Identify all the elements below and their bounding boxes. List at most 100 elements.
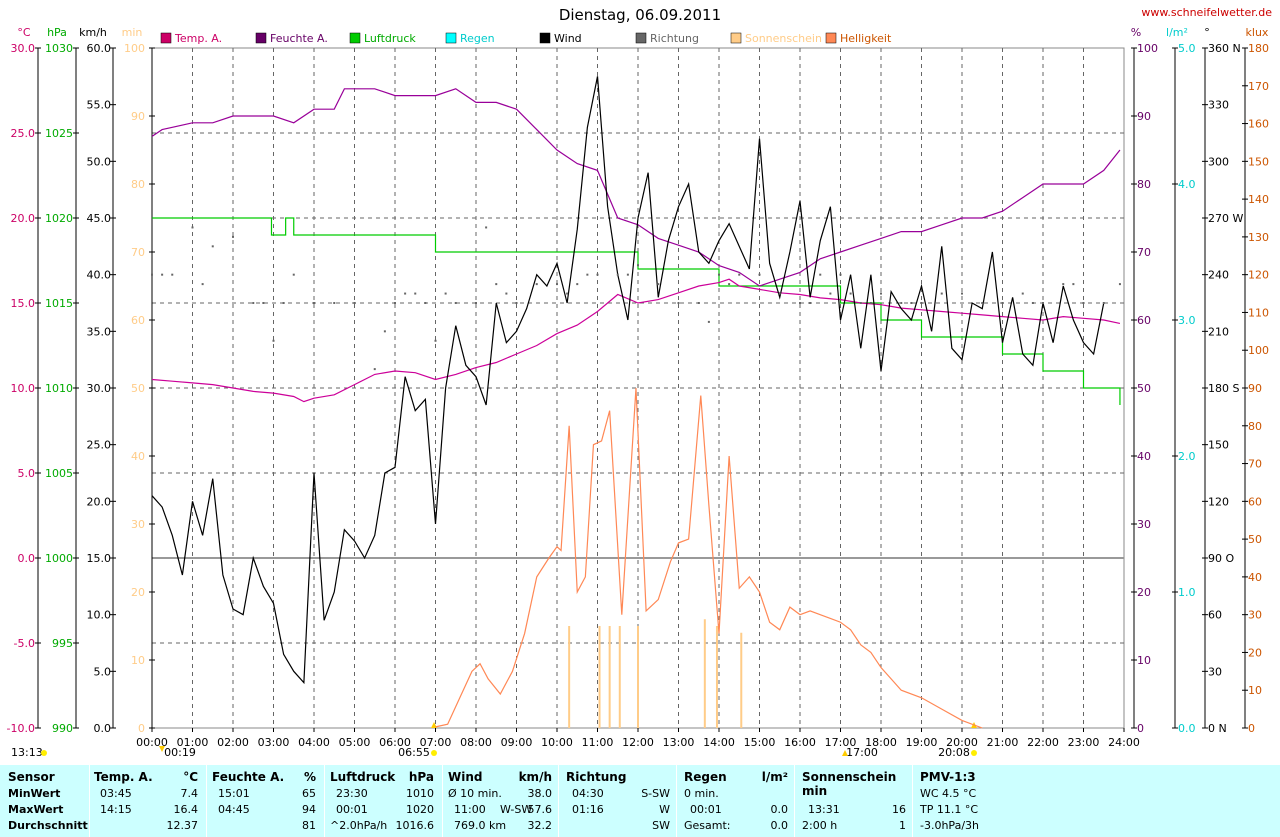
x-tick-label: 03:00 [258,736,290,749]
stats-direction: Richtung 04:30 S-SW 01:16 W SW [566,765,672,837]
direction-point [211,245,214,248]
stats-wind: Wind km/h Ø 10 min. 38.0 11:00 W-SW 57.6… [448,765,556,837]
direction-point [849,292,852,295]
direction-point [1082,302,1085,304]
direction-point [454,302,457,304]
sunshine-axis-unit: min [122,26,143,39]
light-axis-tick-label: 160 [1248,118,1269,131]
direction-point [910,302,913,304]
pressure-axis-tick-label: 1000 [45,552,73,565]
direction-axis-tick-label: 90 O [1208,552,1234,565]
noon-icon [842,750,848,756]
light-axis-tick-label: 120 [1248,269,1269,282]
stats-rain: Regen l/m² 0 min. 00:01 0.0 Gesamt: 0.0 [684,765,790,837]
light-axis-tick-label: 140 [1248,193,1269,206]
light-axis-tick-label: 180 [1248,42,1269,55]
x-tick-label: 24:00 [1108,736,1140,749]
direction-point [475,302,477,304]
direction-point [383,330,386,333]
humidity-axis-tick-label: 60 [1137,314,1151,327]
sunrise-icon [431,750,437,756]
wind-axis-unit: km/h [79,26,107,39]
x-tick-label: 18:00 [865,736,897,749]
direction-point [657,283,660,286]
wind-axis-tick-label: 35.0 [87,325,112,338]
x-tick-label: 11:00 [582,736,614,749]
stats-direction-title: Richtung [566,770,627,784]
direction-point [556,283,558,286]
direction-axis-tick-label: 360 N [1208,42,1241,55]
direction-avg: SW [652,819,670,832]
wind-avg: 32.2 [527,819,553,832]
direction-point [718,273,720,276]
direction-point [778,292,781,295]
pressure-max-time: 00:01 [336,803,368,816]
sunshine-axis-tick-label: 40 [131,450,145,463]
pressure-axis-tick-label: 1025 [45,127,73,140]
x-tick-label: 22:00 [1027,736,1059,749]
sunshine-axis-tick-label: 30 [131,518,145,531]
stats-wind-title: Wind [448,770,483,784]
direction-point [981,302,984,304]
legend-swatch [539,32,551,44]
legend-label: Feuchte A. [270,32,328,45]
direction-point [1062,283,1065,286]
wind-axis-tick-label: 25.0 [87,439,112,452]
direction-axis-tick-label: 60 [1208,609,1222,622]
stats-pressure: Luftdruck hPa 23:30 1010 00:01 1020 ^2.0… [330,765,440,837]
wind-axis-tick-label: 0.0 [94,722,112,735]
legend-label: Luftdruck [364,32,416,45]
light-axis-tick-label: 100 [1248,344,1269,357]
direction-point [1001,302,1004,304]
wind-max-time: 11:00 [454,803,486,816]
temp-axis-tick-label: 20.0 [11,212,36,225]
x-tick-label: 00:00 [136,736,168,749]
stats-sunshine-title: Sonnenschein min [802,770,897,798]
stats-temp-unit: °C [183,770,198,784]
stats-temp: Temp. A. °C 03:45 7.4 14:15 16.4 12.37 [94,765,204,837]
humidity-axis-tick-label: 80 [1137,178,1151,191]
x-tick-label: 16:00 [784,736,816,749]
temp-avg: 12.37 [166,819,199,832]
humidity-axis-tick-label: 20 [1137,586,1151,599]
legend-label: Richtung [650,32,699,45]
direction-axis-tick-label: 180 S [1208,382,1239,395]
stats-pmv: PMV-1:3 WC 4.5 °C TP 11.1 °C -3.0hPa/3h [920,765,1040,837]
moon-icon [159,746,165,752]
pmv-pressure-trend: -3.0hPa/3h [920,819,979,832]
pressure-axis-tick-label: 1030 [45,42,73,55]
direction-point [161,273,164,276]
x-tick-label: 02:00 [217,736,249,749]
stats-panel: Sensor MinWert MaxWert Durchschnitt Temp… [0,765,1280,837]
rain-total-label: Gesamt: [684,819,731,832]
sunshine-avg: 1 [899,819,906,832]
wind-axis-tick-label: 50.0 [87,155,112,168]
direction-point [616,273,619,276]
sunshine-axis-tick-label: 50 [131,382,145,395]
x-tick-label: 04:00 [298,736,330,749]
direction-point [191,226,194,229]
stats-rain-title: Regen [684,770,727,784]
light-axis-tick-label: 110 [1248,306,1269,319]
temp-min: 7.4 [180,787,199,800]
temp-axis-tick-label: 10.0 [11,382,36,395]
direction-point [809,302,812,304]
x-tick-label: 05:00 [339,736,371,749]
pressure-min: 1010 [406,787,434,800]
humidity-axis-tick-label: 90 [1137,110,1151,123]
direction-point [920,302,923,304]
x-tick-label: 06:00 [379,736,411,749]
direction-axis-tick-label: 270 W [1208,212,1243,225]
humidity-axis-tick-label: 70 [1137,246,1151,259]
direction-point [1118,283,1121,286]
wind-series [151,76,1105,685]
light-axis-tick-label: 70 [1248,458,1262,471]
direction-point [535,283,538,286]
pressure-axis-tick-label: 995 [52,637,73,650]
direction-point [677,302,680,304]
direction-min-time: 04:30 [572,787,604,800]
direction-point [859,302,862,304]
x-tick-label: 23:00 [1068,736,1100,749]
direction-point [394,302,396,304]
sunshine-axis-tick-label: 60 [131,314,145,327]
